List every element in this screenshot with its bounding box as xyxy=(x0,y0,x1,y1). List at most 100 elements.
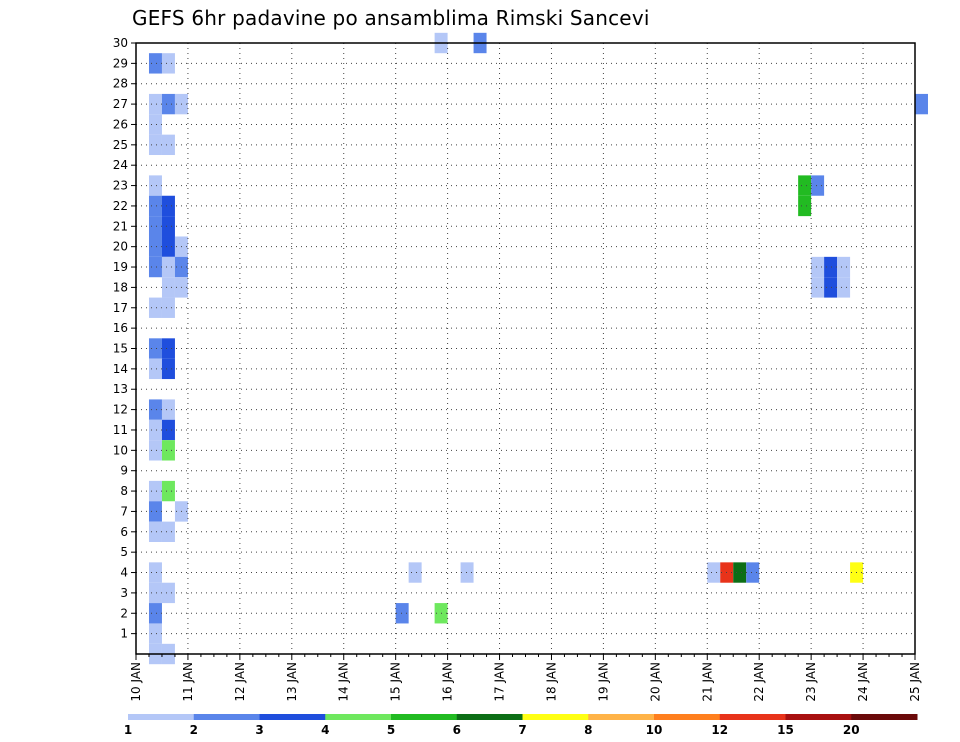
heat-cell xyxy=(148,53,162,74)
heat-cell xyxy=(811,256,825,278)
heat-cell xyxy=(148,521,162,542)
heat-cell xyxy=(148,216,162,237)
colorbar-segment xyxy=(391,714,458,720)
x-tick-label: 13 JAN xyxy=(285,662,299,702)
colorbar-label: 6 xyxy=(453,723,461,737)
heat-cell xyxy=(811,175,825,196)
y-tick-label: 13 xyxy=(113,382,128,396)
y-tick-label: 21 xyxy=(113,219,128,233)
colorbar-label: 7 xyxy=(518,723,526,737)
heat-cell xyxy=(148,399,162,420)
x-tick-label: 22 JAN xyxy=(752,662,766,702)
heat-cell xyxy=(161,256,175,278)
heat-cell xyxy=(395,603,409,624)
heat-cell xyxy=(161,277,175,298)
heat-cell xyxy=(161,216,175,237)
heat-cell xyxy=(148,358,162,380)
heat-cell xyxy=(707,562,721,583)
y-tick-label: 24 xyxy=(113,158,128,172)
heat-cell xyxy=(148,114,162,135)
colorbar-label: 2 xyxy=(190,723,198,737)
x-tick-label: 25 JAN xyxy=(908,662,922,702)
x-tick-label: 16 JAN xyxy=(441,662,455,702)
heat-cell xyxy=(148,480,162,502)
colorbar-label: 4 xyxy=(321,723,329,737)
y-tick-label: 9 xyxy=(120,464,128,478)
heat-cell xyxy=(837,277,851,298)
y-tick-label: 5 xyxy=(120,545,128,559)
x-tick-label: 12 JAN xyxy=(233,662,247,702)
heat-cell xyxy=(161,297,175,318)
y-tick-label: 30 xyxy=(113,36,128,50)
colorbar-label: 20 xyxy=(843,723,860,737)
y-tick-label: 6 xyxy=(120,525,128,539)
heat-cell xyxy=(798,195,812,217)
x-tick-label: 23 JAN xyxy=(804,662,818,702)
heat-cell xyxy=(148,623,162,644)
heat-cell xyxy=(148,582,162,604)
y-tick-label: 20 xyxy=(113,240,128,254)
y-tick-label: 4 xyxy=(120,566,128,580)
heat-cell xyxy=(161,521,175,542)
plot-frame xyxy=(135,42,916,655)
heat-cell xyxy=(915,93,928,115)
x-tick-label: 19 JAN xyxy=(596,662,610,702)
heat-cell xyxy=(161,93,175,115)
y-tick-label: 16 xyxy=(113,321,128,335)
y-tick-label: 14 xyxy=(113,362,128,376)
x-tick-label: 14 JAN xyxy=(337,662,351,702)
colorbar-segment xyxy=(193,714,260,720)
heat-cell xyxy=(161,480,175,502)
y-tick-label: 27 xyxy=(113,97,128,111)
x-tick-label: 17 JAN xyxy=(493,662,507,702)
heat-cell xyxy=(148,195,162,217)
heat-cell xyxy=(460,562,474,583)
x-tick-label: 20 JAN xyxy=(648,662,662,702)
y-tick-label: 3 xyxy=(120,586,128,600)
y-tick-label: 2 xyxy=(120,606,128,620)
y-tick-label: 19 xyxy=(113,260,128,274)
ticks-layer: 1234567891011121314151617181920212223242… xyxy=(113,36,922,702)
colorbar-layer: 1 2 3 4 5 6 7 8 10 12 15 20 xyxy=(124,714,918,737)
colorbar-segment xyxy=(654,714,721,720)
colorbar-segment xyxy=(522,714,589,720)
heat-cell xyxy=(148,501,162,522)
colorbar-segment xyxy=(325,714,392,720)
y-tick-label: 11 xyxy=(113,423,128,437)
heat-cell xyxy=(161,53,175,74)
y-tick-label: 22 xyxy=(113,199,128,213)
y-tick-label: 25 xyxy=(113,138,128,152)
y-tick-label: 7 xyxy=(120,504,128,518)
colorbar-label: 10 xyxy=(646,723,663,737)
x-tick-label: 24 JAN xyxy=(856,662,870,702)
heat-cell xyxy=(148,603,162,624)
colorbar-segment xyxy=(456,714,523,720)
heat-cell xyxy=(824,256,838,278)
heat-cell xyxy=(798,175,812,196)
colorbar-segment xyxy=(128,714,195,720)
colorbar-segment xyxy=(588,714,655,720)
y-tick-label: 15 xyxy=(113,342,128,356)
heat-cell xyxy=(746,562,760,583)
y-tick-label: 12 xyxy=(113,403,128,417)
heat-cell xyxy=(148,419,162,441)
heat-cell xyxy=(733,562,747,583)
heat-cell xyxy=(148,338,162,359)
y-tick-label: 17 xyxy=(113,301,128,315)
heat-cell xyxy=(161,582,175,604)
colorbar-segment xyxy=(785,714,852,720)
colorbar-label: 3 xyxy=(255,723,263,737)
heat-cell xyxy=(161,440,175,461)
y-tick-label: 1 xyxy=(120,627,128,641)
chart-title: GEFS 6hr padavine po ansamblima Rimski S… xyxy=(132,6,650,30)
heat-cell xyxy=(148,93,162,115)
y-tick-label: 28 xyxy=(113,77,128,91)
y-tick-label: 10 xyxy=(113,443,128,457)
colorbar-label: 12 xyxy=(711,723,728,737)
heat-cell xyxy=(811,277,825,298)
cells-layer xyxy=(148,32,928,665)
x-tick-label: 11 JAN xyxy=(181,662,195,702)
heat-cell xyxy=(161,134,175,156)
x-tick-label: 18 JAN xyxy=(544,662,558,702)
